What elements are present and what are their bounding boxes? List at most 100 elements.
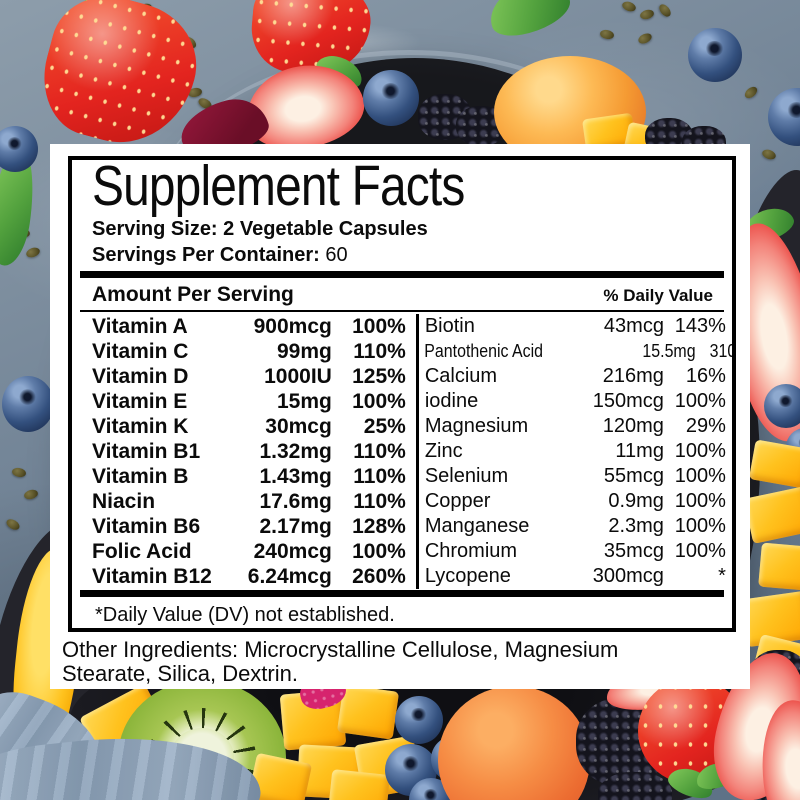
- nutrient-amount: 11mg: [615, 440, 664, 462]
- nutrient-amount: 1.43mg: [259, 465, 332, 488]
- nutrient-amount: 0.9mg: [608, 490, 664, 512]
- nutrient-amount: 900mcg: [253, 315, 332, 338]
- nutrient-row: Selenium 55mcg 100%: [419, 464, 732, 489]
- blueberry-image: [2, 376, 54, 432]
- nutrient-row: Magnesium 120mg 29%: [419, 414, 732, 439]
- nutrient-dv: 128%: [352, 515, 406, 538]
- nutrient-name: Vitamin B1: [92, 440, 201, 463]
- nutrient-dv: 110%: [353, 440, 406, 463]
- mango-cube-image: [336, 684, 400, 740]
- nutrient-name: Vitamin B: [92, 465, 189, 488]
- nutrient-row: Lycopene 300mcg *: [419, 564, 732, 589]
- nutrient-row: Vitamin D 1000IU 125%: [72, 364, 416, 389]
- nutrient-name: Vitamin A: [92, 315, 188, 338]
- nutrient-row: iodine 150mcg 100%: [419, 389, 732, 414]
- nutrient-amount: 30mcg: [265, 415, 332, 438]
- nutrient-dv: 143%: [674, 315, 726, 337]
- nutrient-name: Niacin: [92, 490, 156, 513]
- nutrient-amount: 2.17mg: [259, 515, 332, 538]
- amount-per-serving-header: Amount Per Serving: [92, 283, 294, 306]
- serving-info: Serving Size: 2 Vegetable Capsules Servi…: [92, 216, 732, 268]
- nutrient-dv: 110%: [353, 465, 406, 488]
- blueberry-image: [764, 384, 800, 428]
- nutrient-name: Calcium: [424, 365, 498, 387]
- nutrient-dv: 100%: [674, 540, 726, 562]
- nutrient-dv: 100%: [352, 315, 406, 338]
- nutrient-row: Vitamin B 1.43mg 110%: [72, 464, 416, 489]
- nutrient-row: Copper 0.9mg 100%: [419, 489, 732, 514]
- nutrient-name: Vitamin C: [92, 340, 189, 363]
- daily-value-footnote: *Daily Value (DV) not established.: [95, 604, 395, 626]
- nutrient-name: Magnesium: [424, 415, 529, 437]
- nutrient-dv: 100%: [674, 465, 726, 487]
- label-title: Supplement Facts: [92, 156, 465, 218]
- nutrient-amount: 300mcg: [592, 565, 664, 587]
- nutrient-dv: 100%: [352, 390, 406, 413]
- nutrient-amount: 55mcg: [603, 465, 664, 487]
- nutrient-row: Vitamin B12 6.24mcg 260%: [72, 564, 416, 589]
- daily-value-header: % Daily Value: [603, 286, 713, 305]
- bowl-rim-highlight: [150, 50, 670, 385]
- nutrient-name: Folic Acid: [92, 540, 192, 563]
- blackberry-image: [598, 772, 672, 800]
- nutrient-name: Pantothenic Acid: [424, 341, 543, 361]
- nutrient-row: Niacin 17.6mg 110%: [72, 489, 416, 514]
- blueberry-image: [688, 28, 742, 82]
- nutrient-name: Vitamin E: [92, 390, 188, 413]
- nutrient-dv: *: [718, 565, 726, 587]
- blueberry-image: [0, 126, 38, 172]
- nutrient-amount: 17.6mg: [259, 490, 332, 513]
- nutrient-name: Vitamin K: [92, 415, 189, 438]
- label-border-box: Supplement Facts Serving Size: 2 Vegetab…: [68, 156, 736, 632]
- nutrient-table: Vitamin A 900mcg 100% Vitamin C 99mg 110% Vi…: [72, 314, 732, 589]
- nutrient-row: Chromium 35mcg 100%: [419, 539, 732, 564]
- nutrient-amount: 2.3mg: [608, 515, 664, 537]
- nutrient-dv: 29%: [685, 415, 726, 437]
- nutrient-row: Biotin 43mcg 143%: [419, 314, 732, 339]
- nutrient-dv: 100%: [674, 490, 726, 512]
- nutrient-amount: 1000IU: [264, 365, 332, 388]
- nutrient-name: iodine: [424, 390, 479, 412]
- nutrient-amount: 216mg: [602, 365, 664, 387]
- nutrient-dv: 16%: [685, 365, 726, 387]
- servings-per-container-text: Servings Per Container: 60: [92, 242, 732, 268]
- nutrient-row: Pantothenic Acid 15.5mg 310%: [419, 339, 736, 364]
- blueberry-image: [363, 70, 419, 126]
- nutrient-amount: 99mg: [276, 340, 332, 363]
- nutrient-dv: 100%: [674, 515, 726, 537]
- nutrient-dv: 100%: [352, 540, 406, 563]
- nutrient-row: Calcium 216mg 16%: [419, 364, 732, 389]
- nutrient-dv: 310%: [709, 341, 736, 361]
- servings-value: 60: [325, 244, 348, 266]
- nutrient-amount: 6.24mcg: [247, 565, 332, 588]
- thin-divider: [80, 310, 724, 312]
- nutrient-amount: 120mg: [602, 415, 664, 437]
- nutrient-row: Vitamin B1 1.32mg 110%: [72, 439, 416, 464]
- nutrient-dv: 260%: [352, 565, 406, 588]
- nutrient-name: Chromium: [424, 540, 518, 562]
- table-header-row: Amount Per Serving % Daily Value: [92, 283, 713, 308]
- serving-size-text: Serving Size: 2 Vegetable Capsules: [92, 218, 428, 240]
- nutrient-name: Vitamin B6: [92, 515, 201, 538]
- nutrient-column-left: Vitamin A 900mcg 100% Vitamin C 99mg 110% Vi…: [72, 314, 419, 589]
- nutrient-row: Vitamin E 15mg 100%: [72, 389, 416, 414]
- nutrient-name: Lycopene: [424, 565, 511, 587]
- nutrient-name: Vitamin D: [92, 365, 189, 388]
- blueberry-image: [395, 696, 443, 744]
- nutrient-amount: 35mcg: [603, 540, 664, 562]
- nutrient-name: Selenium: [424, 465, 509, 487]
- nutrient-row: Manganese 2.3mg 100%: [419, 514, 732, 539]
- nutrient-column-right: Biotin 43mcg 143% Pantothenic Acid 15.5mg 31…: [419, 314, 736, 589]
- nutrient-row: Vitamin K 30mcg 25%: [72, 414, 416, 439]
- nutrient-amount: 15.5mg: [642, 341, 696, 361]
- nutrient-amount: 1.32mg: [259, 440, 332, 463]
- nutrient-row: Vitamin C 99mg 110%: [72, 339, 416, 364]
- servings-label: Servings Per Container:: [92, 244, 320, 266]
- thick-divider: [80, 271, 724, 278]
- nutrient-row: Vitamin A 900mcg 100%: [72, 314, 416, 339]
- nutrient-row: Folic Acid 240mcg 100%: [72, 539, 416, 564]
- nutrient-amount: 150mcg: [592, 390, 664, 412]
- nutrient-dv: 100%: [674, 390, 726, 412]
- nutrient-row: Vitamin B6 2.17mg 128%: [72, 514, 416, 539]
